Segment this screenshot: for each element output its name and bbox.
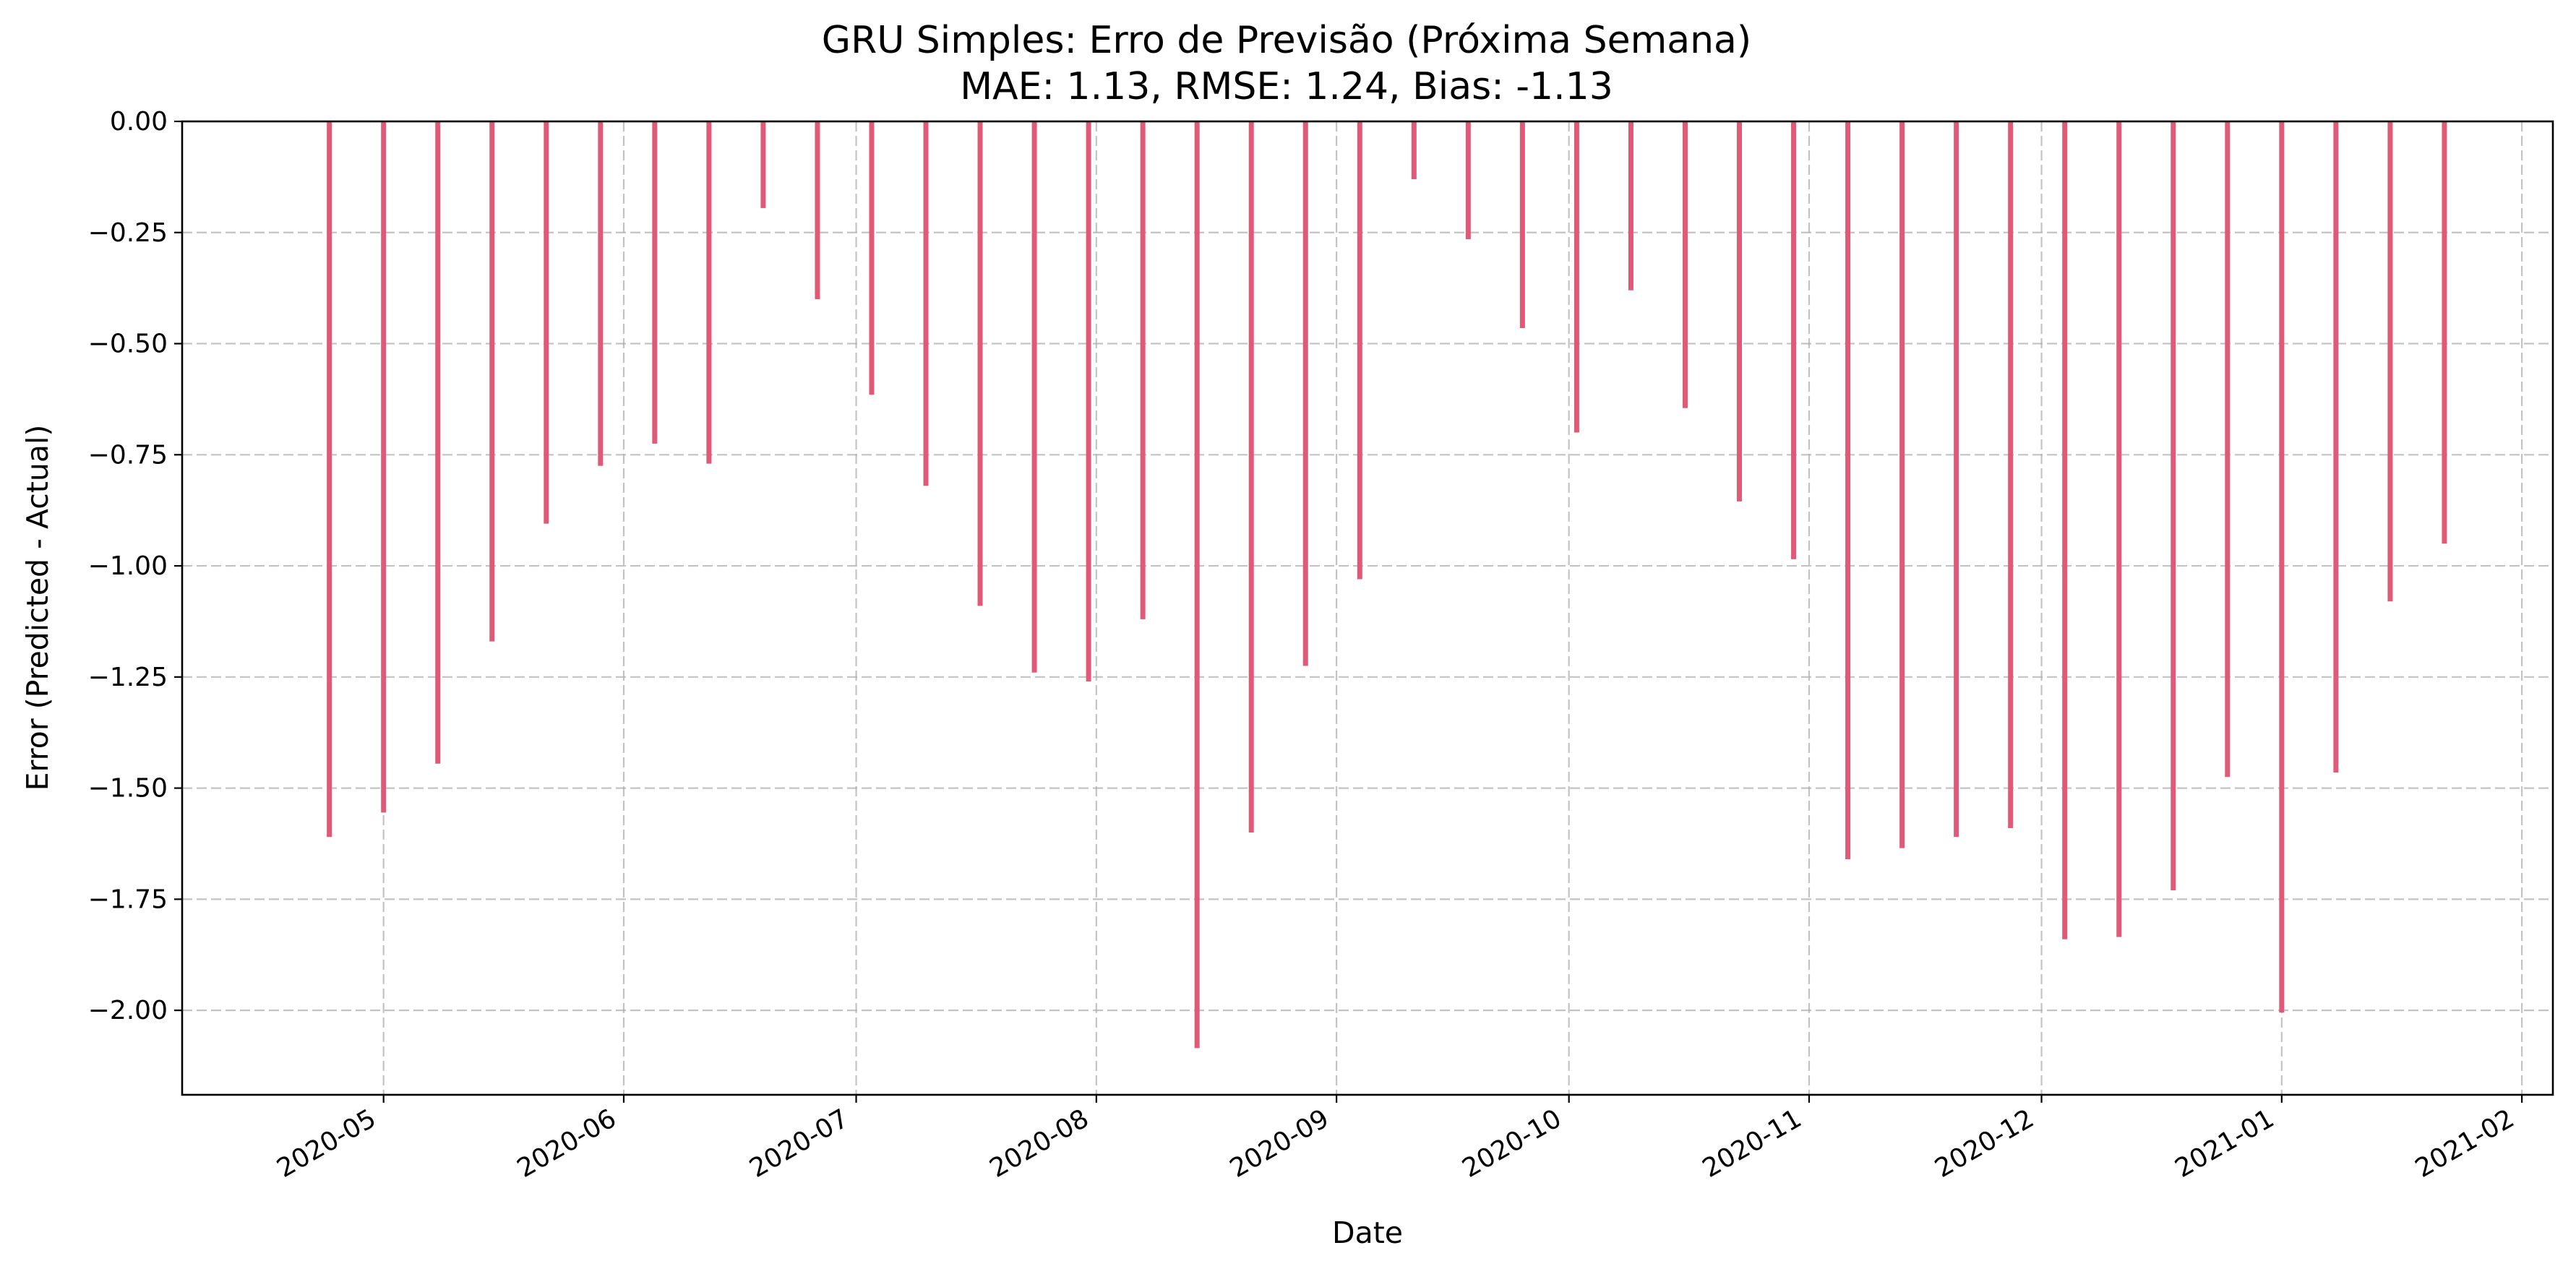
x-tick-label: 2021-01 bbox=[2171, 1103, 2280, 1184]
error-bar bbox=[2008, 121, 2014, 828]
error-bar bbox=[1682, 121, 1688, 408]
x-tick-label: 2021-02 bbox=[2410, 1103, 2520, 1184]
error-bar bbox=[2171, 121, 2176, 891]
bars bbox=[327, 121, 2447, 1049]
plot-frame bbox=[181, 120, 2554, 1096]
error-bar bbox=[760, 121, 766, 208]
x-tick-label: 2020-08 bbox=[985, 1103, 1094, 1184]
y-axis: 0.00 −0.25 −0.50 −0.75 −1.00 −1.25 −1.50 −1.75 −… bbox=[88, 107, 182, 1025]
error-bar bbox=[1086, 121, 1091, 681]
error-bar bbox=[2387, 121, 2393, 602]
y-tick-label: −0.50 bbox=[88, 330, 168, 359]
error-bar bbox=[2225, 121, 2231, 778]
error-bar bbox=[1899, 121, 1905, 848]
error-bar bbox=[1248, 121, 1254, 833]
error-bar bbox=[2442, 121, 2447, 544]
y-tick-label: −1.25 bbox=[88, 663, 168, 692]
error-bar bbox=[2116, 121, 2122, 937]
error-bar bbox=[2333, 121, 2339, 773]
error-bar bbox=[1465, 121, 1471, 239]
x-tick-label: 2020-09 bbox=[1225, 1103, 1334, 1184]
error-bar bbox=[1954, 121, 1959, 838]
grid bbox=[182, 120, 2553, 1095]
y-tick-label: 0.00 bbox=[110, 107, 168, 137]
error-bar bbox=[706, 121, 712, 464]
x-tick-label: 2020-07 bbox=[744, 1103, 854, 1184]
chart-title: GRU Simples: Erro de Previsão (Próxima S… bbox=[822, 19, 1751, 62]
y-axis-label: Error (Predicted - Actual) bbox=[20, 425, 55, 791]
y-tick-label: −0.25 bbox=[88, 218, 168, 248]
error-bar bbox=[815, 121, 820, 300]
error-bar bbox=[1845, 121, 1851, 860]
error-bar bbox=[1357, 121, 1362, 580]
error-bar bbox=[489, 121, 495, 642]
error-bar bbox=[977, 121, 983, 606]
error-bar bbox=[1519, 121, 1525, 329]
x-tick-label: 2020-12 bbox=[1930, 1103, 2039, 1184]
error-bar bbox=[1194, 121, 1200, 1049]
error-bar bbox=[598, 121, 604, 466]
error-bar bbox=[1628, 121, 1633, 290]
error-bar bbox=[1031, 121, 1037, 673]
error-bar bbox=[869, 121, 875, 395]
y-tick-label: −0.75 bbox=[88, 440, 168, 470]
x-axis-label: Date bbox=[1332, 1215, 1403, 1250]
y-tick-label: −1.75 bbox=[88, 885, 168, 914]
error-bar bbox=[652, 121, 658, 444]
x-tick-label: 2020-10 bbox=[1457, 1103, 1566, 1184]
error-bar bbox=[1791, 121, 1797, 559]
x-tick-label: 2020-11 bbox=[1698, 1103, 1807, 1184]
error-bar bbox=[435, 121, 441, 764]
error-bar bbox=[1302, 121, 1308, 666]
error-bar bbox=[1411, 121, 1417, 179]
x-tick-label: 2020-05 bbox=[272, 1103, 381, 1184]
y-tick-label: −1.50 bbox=[88, 774, 168, 804]
error-bar bbox=[1140, 121, 1146, 619]
error-bar bbox=[381, 121, 387, 813]
error-bar bbox=[923, 121, 929, 486]
error-bar bbox=[2279, 121, 2285, 1013]
x-tick-label: 2020-06 bbox=[512, 1103, 622, 1184]
error-bar bbox=[1573, 121, 1579, 433]
error-bar bbox=[1737, 121, 1743, 502]
chart-subtitle: MAE: 1.13, RMSE: 1.24, Bias: -1.13 bbox=[960, 65, 1613, 108]
x-axis: 2020-05 2020-06 2020-07 2020-08 2020-09 2020-… bbox=[272, 1095, 2523, 1184]
error-bar bbox=[544, 121, 549, 524]
error-bar bbox=[2062, 121, 2068, 939]
error-bar bbox=[327, 121, 332, 838]
y-tick-label: −1.00 bbox=[88, 551, 168, 581]
y-tick-label: −2.00 bbox=[88, 996, 168, 1025]
